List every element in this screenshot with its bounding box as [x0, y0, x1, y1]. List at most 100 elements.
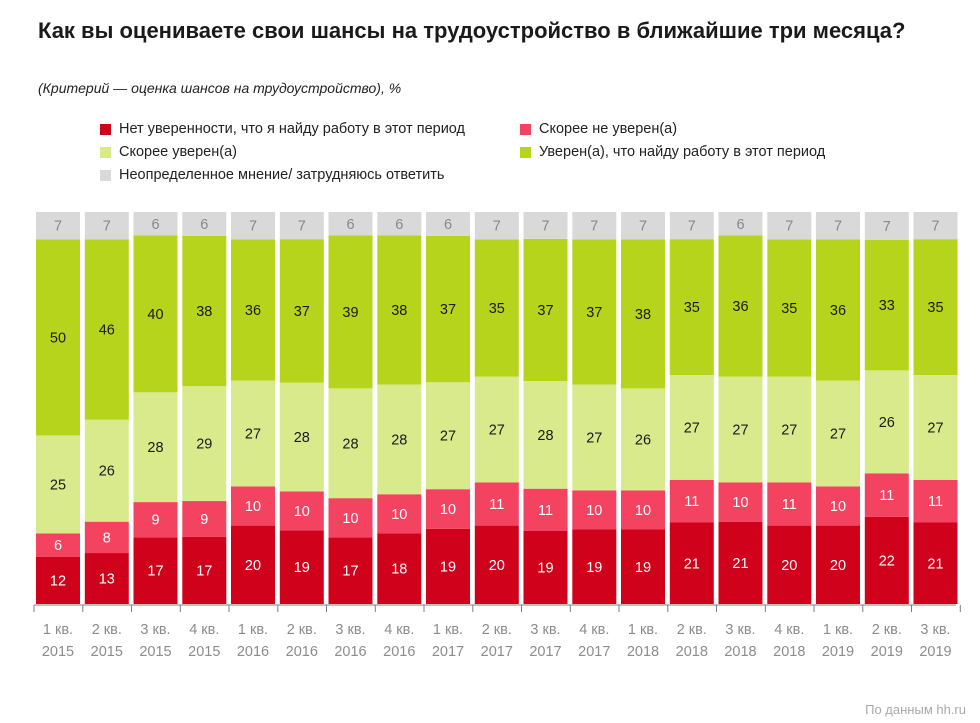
data-label-sure: 38	[635, 307, 651, 323]
bar-segment-undecided	[231, 212, 275, 240]
data-label-rather_sure: 27	[245, 426, 261, 442]
bar-segment-no_confidence	[621, 529, 665, 604]
bar-segment-no_confidence	[182, 536, 227, 604]
bar-segment-undecided	[816, 212, 860, 240]
x-tick-label: 3 кв.	[920, 622, 950, 638]
bar-segment-undecided	[84, 212, 129, 240]
data-label-no_confidence: 17	[196, 563, 212, 579]
bar-segment-undecided	[767, 212, 812, 240]
legend-swatch	[100, 123, 111, 135]
bar-segment-no_confidence	[669, 522, 714, 604]
bar-segment-rather_not	[767, 482, 812, 526]
bar-segment-sure	[231, 239, 275, 381]
x-tick-label: 2015	[188, 644, 220, 660]
bar-segment-sure	[182, 235, 227, 387]
bar-segment-undecided	[621, 212, 665, 240]
data-label-undecided: 6	[200, 217, 208, 233]
data-label-undecided: 7	[639, 219, 647, 235]
bar-segment-rather_sure	[474, 376, 519, 483]
legend-item-sure: Уверен(а), что найду работу в этот перио…	[520, 144, 825, 160]
data-label-rather_sure: 28	[537, 428, 553, 444]
x-tick-label: 4 кв.	[384, 622, 414, 638]
data-label-no_confidence: 19	[440, 559, 456, 575]
data-label-rather_not: 11	[489, 497, 504, 513]
bar-segment-rather_not	[669, 479, 714, 523]
bar-segment-rather_not	[621, 490, 665, 530]
data-label-no_confidence: 21	[732, 556, 748, 572]
bar-segment-rather_sure	[426, 382, 470, 490]
bar-segment-rather_not	[474, 482, 519, 526]
bar-segment-rather_not	[328, 498, 373, 538]
bar-segment-rather_sure	[36, 435, 80, 534]
bar-segment-undecided	[426, 212, 470, 236]
data-label-rather_not: 10	[635, 503, 651, 519]
data-label-undecided: 6	[444, 217, 452, 233]
data-label-sure: 50	[50, 330, 66, 346]
bar-segment-no_confidence	[377, 533, 422, 604]
x-tick-label: 1 кв.	[43, 622, 73, 638]
x-tick-label: 3 кв.	[530, 622, 560, 638]
x-tick-label: 2017	[432, 644, 464, 660]
bar-segment-sure	[133, 235, 178, 393]
bar-segment-sure	[328, 235, 373, 389]
bar-segment-undecided	[182, 212, 227, 236]
data-label-sure: 38	[391, 303, 407, 319]
data-label-rather_sure: 29	[196, 437, 212, 453]
data-label-sure: 33	[879, 298, 895, 314]
legend-label: Скорее уверен(а)	[119, 144, 237, 160]
bar-segment-no_confidence	[231, 525, 275, 604]
x-tick-label: 1 кв.	[238, 622, 268, 638]
x-tick-label: 1 кв.	[823, 622, 853, 638]
legend: Нет уверенности, что я найду работу в эт…	[100, 121, 960, 191]
data-label-no_confidence: 17	[147, 564, 163, 580]
data-label-sure: 37	[586, 305, 602, 321]
bar-segment-no_confidence	[279, 530, 324, 604]
bar-segment-sure	[621, 239, 665, 389]
data-label-sure: 38	[196, 304, 212, 320]
bar-segment-no_confidence	[572, 529, 617, 604]
data-label-rather_sure: 28	[342, 436, 358, 452]
x-tick-label: 2018	[724, 644, 756, 660]
x-tick-label: 2017	[481, 644, 513, 660]
bar-segment-rather_not	[84, 521, 129, 554]
data-label-sure: 37	[537, 303, 553, 319]
bar-segment-no_confidence	[864, 516, 909, 604]
data-label-rather_sure: 26	[635, 432, 651, 448]
bar-segment-rather_not	[231, 486, 275, 526]
data-label-no_confidence: 20	[830, 558, 846, 574]
data-label-undecided: 7	[54, 219, 62, 235]
bar-segment-rather_sure	[377, 384, 422, 495]
data-label-rather_not: 6	[54, 538, 62, 554]
data-label-rather_not: 10	[440, 502, 456, 518]
x-tick-label: 3 кв.	[335, 622, 365, 638]
data-label-rather_not: 10	[294, 504, 310, 520]
bar-segment-undecided	[572, 212, 617, 240]
data-label-rather_sure: 27	[440, 429, 456, 445]
x-tick-label: 2 кв.	[287, 622, 317, 638]
bar-segment-sure	[523, 238, 568, 382]
data-label-rather_not: 11	[879, 488, 894, 504]
data-label-rather_not: 11	[782, 497, 797, 513]
bar-segment-sure	[36, 239, 80, 436]
bar-segment-no_confidence	[474, 525, 519, 604]
legend-swatch	[100, 169, 111, 181]
legend-label: Уверен(а), что найду работу в этот перио…	[539, 144, 826, 160]
bar-segment-rather_sure	[279, 382, 324, 492]
data-label-undecided: 7	[883, 219, 891, 235]
data-label-no_confidence: 12	[50, 573, 66, 589]
source-note: По данным hh.ru	[865, 702, 966, 717]
bar-segment-rather_not	[377, 494, 422, 534]
bar-segment-sure	[816, 239, 860, 381]
x-tick-label: 2019	[919, 644, 951, 660]
bar-segment-rather_sure	[133, 392, 178, 503]
legend-swatch	[100, 146, 111, 158]
data-label-no_confidence: 21	[684, 556, 700, 572]
bar-segment-undecided	[377, 212, 422, 236]
bar-segment-sure	[474, 239, 519, 377]
data-label-sure: 36	[732, 299, 748, 315]
bar-segment-rather_sure	[328, 388, 373, 499]
data-label-no_confidence: 20	[781, 558, 797, 574]
x-tick-label: 2017	[578, 644, 610, 660]
bar-segment-no_confidence	[718, 521, 763, 604]
bar-segment-rather_not	[816, 486, 860, 526]
